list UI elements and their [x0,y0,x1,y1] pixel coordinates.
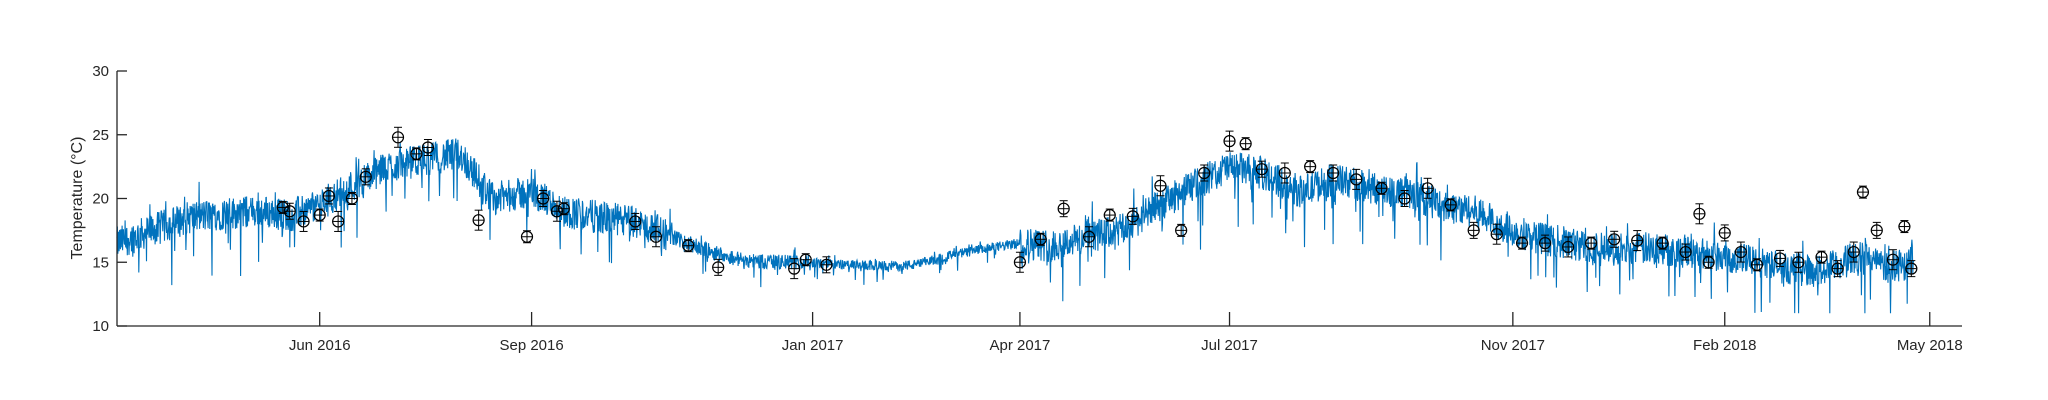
observation-point [520,230,534,244]
x-tick-label: Jun 2016 [289,337,351,354]
observation-point [1467,221,1480,239]
observation-point [359,168,372,186]
x-tick-label: May 2018 [1897,337,1963,354]
observation-point [1792,251,1805,273]
observation-point [1585,236,1598,250]
x-tick-label: Jan 2017 [782,337,844,354]
observation-point [1013,251,1027,273]
observation-point [557,202,570,216]
x-tick-label: Feb 2018 [1693,337,1756,354]
observation-point [788,258,801,280]
observation-point [1847,241,1860,263]
observation-point [1750,258,1764,272]
x-tick-label: Nov 2017 [1481,337,1545,354]
y-tick-label: 20 [92,191,109,208]
observation-point [421,139,435,156]
tick-layer: 10 15 20 25 30 Jun 2016 Sep 2016 Jan 2017 Apr 20… [92,63,1962,354]
observation-point [1350,168,1363,190]
observation-point [1398,190,1411,207]
observation-point [799,253,812,267]
observation-point [1154,175,1167,197]
observation-point [1375,181,1388,195]
observation-point [1198,164,1211,182]
observation-point [410,147,423,161]
observation-point [1702,255,1715,269]
y-tick-label: 10 [92,318,109,335]
observation-point [322,187,336,205]
temperature-series-line [116,138,1915,314]
observation-point [472,209,485,231]
observation-point [313,208,326,222]
observation-point [1278,162,1291,184]
observation-point [1515,236,1529,250]
observation-point [1718,224,1731,242]
observation-point [820,256,833,274]
observation-point [345,192,359,205]
observation-point [712,258,725,276]
observation-point [1562,236,1575,258]
marker-layer [276,126,1918,280]
observation-point [1856,185,1870,199]
observation-point [1538,234,1552,252]
y-axis-title: Temperature (°C) [69,137,86,260]
observation-point [1656,236,1669,250]
observation-point [629,212,642,230]
observation-point [1734,241,1747,263]
observation-point [1773,249,1787,267]
axes-layer [116,71,1962,327]
observation-point [1870,221,1883,239]
observation-point [1082,226,1096,248]
observation-point [1327,164,1340,182]
observation-point [283,202,296,220]
observation-point [1886,249,1899,271]
observation-point [332,210,345,232]
observation-point [1239,137,1252,151]
observation-point [1444,198,1457,212]
observation-point [1490,223,1503,245]
series-layer [116,138,1915,314]
x-tick-label: Apr 2017 [989,337,1050,354]
x-tick-label: Sep 2016 [499,337,563,354]
observation-point [1255,160,1268,178]
observation-point [1126,207,1139,225]
observation-point [682,239,695,253]
observation-point [1223,130,1236,152]
y-tick-label: 15 [92,254,109,271]
observation-point [1175,223,1188,237]
observation-point [1304,160,1317,174]
observation-point [297,210,310,232]
observation-point [1608,230,1621,248]
observation-point [550,200,564,222]
y-tick-label: 30 [92,63,109,80]
y-tick-label: 25 [92,127,109,144]
observation-point [1421,177,1434,199]
observation-point [1693,203,1706,225]
observation-point [1905,260,1918,278]
observation-point [1898,220,1911,234]
observation-point [1631,230,1644,252]
observation-point [391,126,405,148]
observation-point [1815,250,1828,264]
observation-point [1103,208,1116,222]
x-tick-label: Jul 2017 [1201,337,1258,354]
observation-point [1034,232,1047,246]
observation-point [1831,260,1844,278]
observation-point [1057,200,1070,218]
observation-point [537,190,550,207]
observation-point [649,226,663,248]
observation-point [1679,243,1692,261]
